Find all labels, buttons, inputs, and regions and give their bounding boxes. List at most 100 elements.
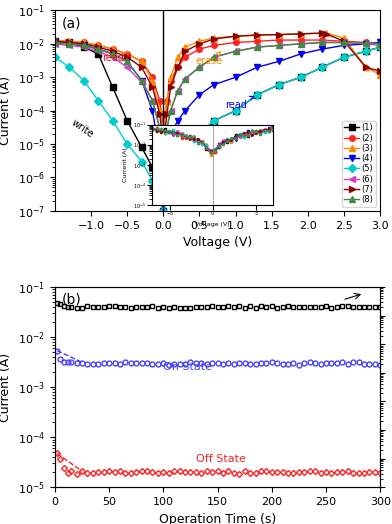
(4) xyxy=(176,117,180,124)
Text: (b): (b) xyxy=(62,293,81,307)
(8) xyxy=(183,75,187,82)
(3) xyxy=(255,32,260,38)
(1) xyxy=(82,44,86,50)
(3) xyxy=(53,37,57,43)
(6) xyxy=(139,79,144,85)
(1) xyxy=(255,92,260,98)
(1) xyxy=(176,151,180,157)
(3) xyxy=(277,31,281,38)
(2) xyxy=(96,42,101,49)
(3) xyxy=(183,44,187,50)
(1) xyxy=(320,64,325,70)
(6) xyxy=(157,125,162,131)
Text: Off State: Off State xyxy=(196,454,246,464)
(3) xyxy=(378,71,383,78)
(2) xyxy=(111,46,115,52)
(2) xyxy=(255,38,260,45)
(8) xyxy=(139,78,144,84)
(8) xyxy=(233,48,238,54)
(1) xyxy=(168,164,173,170)
(1) xyxy=(67,39,72,46)
(3) xyxy=(157,107,162,114)
(4) xyxy=(82,42,86,49)
(4) xyxy=(67,41,72,47)
(8) xyxy=(197,64,202,70)
(1) xyxy=(161,208,166,214)
(7) xyxy=(342,38,347,45)
(3) xyxy=(165,97,169,104)
(2) xyxy=(139,58,144,64)
(5) xyxy=(161,208,166,214)
(1) xyxy=(165,184,169,191)
(4) xyxy=(161,208,166,214)
(7) xyxy=(233,33,238,39)
(7) xyxy=(298,31,303,37)
(5) xyxy=(212,117,216,124)
(7) xyxy=(255,32,260,38)
(8) xyxy=(298,41,303,47)
(6) xyxy=(342,39,347,46)
(5) xyxy=(277,82,281,88)
(2) xyxy=(363,39,368,46)
Text: erase: erase xyxy=(196,51,223,66)
(8) xyxy=(165,125,169,131)
(6) xyxy=(363,41,368,47)
(8) xyxy=(67,41,72,47)
(6) xyxy=(125,64,129,70)
(7) xyxy=(378,68,383,74)
(6) xyxy=(212,54,216,60)
(4) xyxy=(53,39,57,46)
(4) xyxy=(197,92,202,98)
(1) xyxy=(212,117,216,124)
(1) xyxy=(139,144,144,150)
(5) xyxy=(125,141,129,147)
(4) xyxy=(125,58,129,64)
Legend: (1), (2), (3), (4), (5), (6), (7), (8): (1), (2), (3), (4), (5), (6), (7), (8) xyxy=(342,121,376,206)
(6) xyxy=(82,44,86,50)
(7) xyxy=(183,48,187,54)
(7) xyxy=(139,64,144,70)
(7) xyxy=(165,111,169,117)
(1) xyxy=(96,51,101,57)
(7) xyxy=(363,64,368,70)
(4) xyxy=(277,58,281,64)
(1) xyxy=(233,107,238,114)
(1) xyxy=(277,82,281,88)
(6) xyxy=(150,97,155,104)
(6) xyxy=(96,48,101,54)
(7) xyxy=(324,31,328,37)
(6) xyxy=(320,39,325,46)
(6) xyxy=(67,42,72,49)
(4) xyxy=(378,39,383,46)
(4) xyxy=(157,151,162,157)
(8) xyxy=(176,88,180,94)
Text: write: write xyxy=(69,118,95,140)
(3) xyxy=(161,125,166,131)
(3) xyxy=(320,30,325,36)
(2) xyxy=(320,37,325,43)
(3) xyxy=(125,51,129,57)
(7) xyxy=(157,111,162,117)
(2) xyxy=(168,78,173,84)
(2) xyxy=(197,46,202,52)
(8) xyxy=(161,151,166,157)
Line: (7): (7) xyxy=(52,30,383,147)
(1) xyxy=(125,117,129,124)
(3) xyxy=(342,35,347,41)
Line: (3): (3) xyxy=(52,30,383,131)
(5) xyxy=(53,54,57,60)
(6) xyxy=(197,64,202,70)
(5) xyxy=(233,107,238,114)
X-axis label: Operation Time (s): Operation Time (s) xyxy=(159,512,276,524)
(8) xyxy=(212,54,216,60)
(6) xyxy=(168,107,173,114)
X-axis label: Voltage (V): Voltage (V) xyxy=(183,236,252,249)
(4) xyxy=(298,51,303,57)
(2) xyxy=(150,74,155,80)
(2) xyxy=(378,41,383,47)
(6) xyxy=(53,41,57,47)
(2) xyxy=(125,51,129,57)
(4) xyxy=(165,151,169,157)
(3) xyxy=(233,33,238,39)
(7) xyxy=(82,41,86,47)
